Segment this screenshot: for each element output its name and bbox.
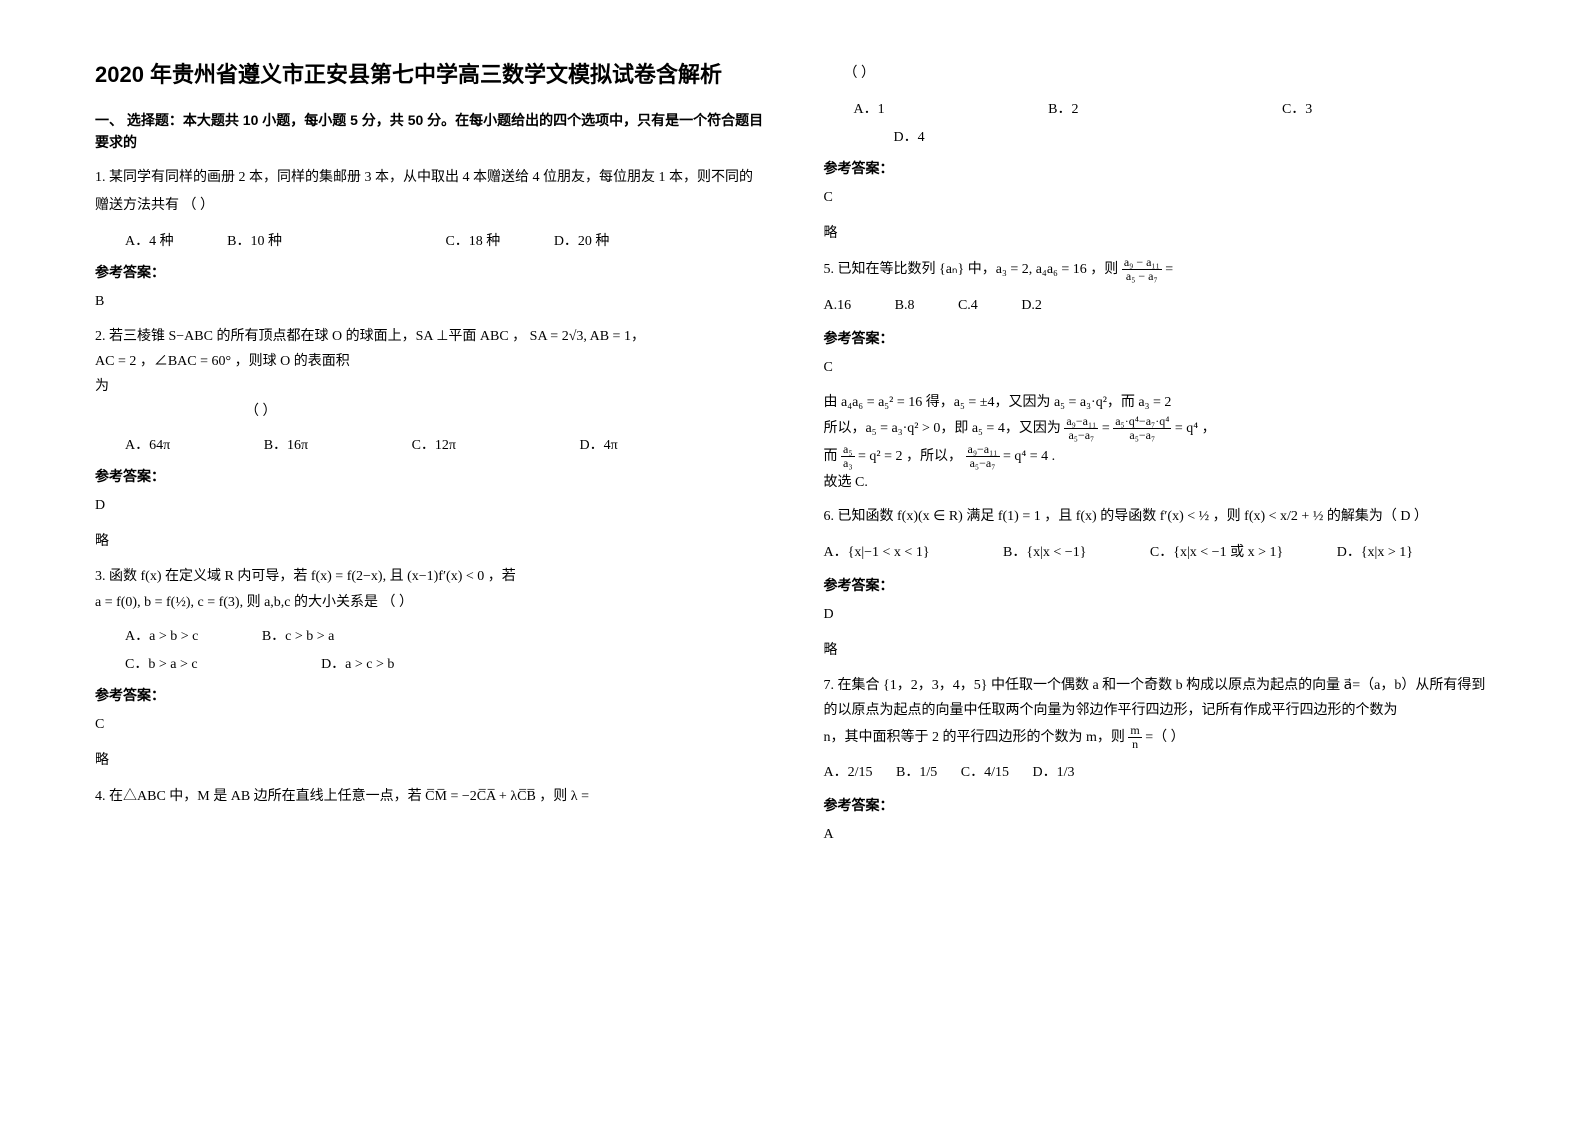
q3-answer-label: 参考答案： [95, 685, 764, 705]
q3-opt-d: D．a > c > b [321, 651, 394, 679]
q3-opt-a: A．a > b > c [125, 623, 198, 651]
q5-expl2-frac1: a₉−a₁₁ a₅−a₇ [1064, 415, 1098, 442]
q5-expl3-frac1: a₅ a₃ [841, 443, 855, 470]
q7-stem-line1: 7. 在集合 {1，2，3，4，5} 中任取一个偶数 a 和一个奇数 b 构成以… [824, 678, 1486, 718]
right-column: （ ） A．1 B．2 C．3 D．4 参考答案： C 略 5. 已知在等比数列… [824, 60, 1493, 1082]
q6-brief: 略 [824, 637, 1493, 665]
q2-stem: 2. 若三棱锥 S−ABC 的所有顶点都在球 O 的球面上，SA ⊥平面 ABC… [95, 324, 764, 425]
q2-options: A．64π B．16π C．12π D．4π [95, 432, 764, 460]
q3-opt-b: B．c > b > a [262, 623, 335, 651]
q6-options: A．{x|−1 < x < 1} B．{x|x < −1} C．{x|x < −… [824, 539, 1493, 567]
q7-stem: 7. 在集合 {1，2，3，4，5} 中任取一个偶数 a 和一个奇数 b 构成以… [824, 673, 1493, 751]
q1-opt-b: B．10 种 [227, 228, 282, 256]
q7-opt-b: B．1/5 [896, 765, 937, 780]
q7-opt-a: A．2/15 [824, 765, 873, 780]
q3-stem-line2: a = f(0), b = f(½), c = f(3), 则 a,b,c 的大… [95, 595, 413, 610]
q5-frac-den: a₅ − a₇ [1122, 270, 1162, 283]
q5-frac: a₉ − a₁₁ a₅ − a₇ [1122, 256, 1162, 283]
q2-opt-a: A．64π [125, 432, 170, 460]
q1-stem: 1. 某同学有同样的画册 2 本，同样的集邮册 3 本，从中取出 4 本赠送给 … [95, 164, 764, 220]
q3-options: A．a > b > c B．c > b > a C．b > a > c D．a … [95, 623, 764, 679]
q3-stem-line1: 3. 函数 f(x) 在定义域 R 内可导，若 f(x) = f(2−x), 且… [95, 569, 516, 584]
q1-answer-label: 参考答案： [95, 262, 764, 282]
q7-answer: A [824, 821, 1493, 849]
q6-opt-c: C．{x|x < −1 或 x > 1} [1150, 545, 1283, 560]
q4-options: A．1 B．2 C．3 D．4 [824, 96, 1493, 152]
q2-paren: （ ） [95, 404, 277, 419]
q4-answer: C [824, 184, 1493, 212]
q4-opt-c: C．3 [1282, 96, 1312, 124]
q2-answer: D [95, 492, 764, 520]
q7-stem-line2: n，其中面积等于 2 的平行四边形的个数为 m，则 [824, 729, 1129, 744]
q5-expl-line2: 所以，a₅ = a₃·q² > 0，即 a₅ = 4，又因为 [824, 421, 1061, 436]
q4-opt-d: D．4 [894, 124, 925, 152]
q5-expl-line4: 故选 C. [824, 475, 868, 490]
q3-answer: C [95, 711, 764, 739]
q7-opt-d: D．1/3 [1032, 765, 1074, 780]
q1-answer: B [95, 288, 764, 316]
q1-options: A．4 种 B．10 种 C．18 种 D．20 种 [95, 228, 764, 256]
q5-expl-line1: 由 a₄a₆ = a₅² = 16 得，a₅ = ±4，又因为 a₅ = a₃·… [824, 395, 1172, 410]
q3-stem: 3. 函数 f(x) 在定义域 R 内可导，若 f(x) = f(2−x), 且… [95, 564, 764, 614]
section-1-head: 一、 选择题：本大题共 10 小题，每小题 5 分，共 50 分。在每小题给出的… [95, 109, 764, 154]
q5-stem: 5. 已知在等比数列 {aₙ} 中，a₃ = 2, a₄a₆ = 16 ，则 a… [824, 256, 1493, 284]
q5-answer: C [824, 354, 1493, 382]
q4-opt-b: B．2 [1048, 96, 1078, 124]
q6-answer: D [824, 601, 1493, 629]
q5-opt-b: B.8 [895, 298, 915, 313]
q6-opt-b: B．{x|x < −1} [1003, 545, 1086, 560]
q2-answer-label: 参考答案： [95, 466, 764, 486]
q4-stem: 4. 在△ABC 中，M 是 AB 边所在直线上任意一点，若 C̅M̅ = −2… [95, 783, 764, 811]
q5-opt-d: D.2 [1021, 298, 1042, 313]
q5-eq: = [1165, 262, 1173, 277]
q1-opt-a: A．4 种 [125, 228, 174, 256]
q6-opt-d: D．{x|x > 1} [1337, 545, 1413, 560]
doc-title: 2020 年贵州省遵义市正安县第七中学高三数学文模拟试卷含解析 [95, 60, 764, 91]
q7-answer-label: 参考答案： [824, 795, 1493, 815]
q4-paren: （ ） [824, 60, 1493, 88]
q2-opt-b: B．16π [264, 432, 308, 460]
q2-opt-c: C．12π [412, 432, 456, 460]
q1-opt-d: D．20 种 [554, 228, 610, 256]
q3-opt-c: C．b > a > c [125, 651, 198, 679]
q6-opt-a: A．{x|−1 < x < 1} [824, 545, 930, 560]
q1-opt-c: C．18 种 [445, 228, 500, 256]
q6-stem: 6. 已知函数 f(x)(x ∈ R) 满足 f(1) = 1 ，且 f(x) … [824, 503, 1493, 531]
q5-expl2-frac2: a₅·q⁴−a₇·q⁴ a₅−a₇ [1113, 415, 1171, 442]
q7-options: A．2/15 B．1/5 C．4/15 D．1/3 [824, 759, 1493, 787]
q2-stem-line3: 为 [95, 379, 109, 394]
q2-brief: 略 [95, 528, 764, 556]
q5-expl3-frac2: a₉−a₁₁ a₅−a₇ [966, 443, 1000, 470]
q5-opt-c: C.4 [958, 298, 978, 313]
q5-opt-a: A.16 [824, 298, 852, 313]
q2-opt-d: D．4π [580, 432, 618, 460]
q2-stem-line2: AC = 2 ，∠BAC = 60° ，则球 O 的表面积 [95, 354, 350, 369]
q4-opt-a: A．1 [854, 96, 885, 124]
left-column: 2020 年贵州省遵义市正安县第七中学高三数学文模拟试卷含解析 一、 选择题：本… [95, 60, 764, 1082]
q4-answer-label: 参考答案： [824, 158, 1493, 178]
q5-answer-label: 参考答案： [824, 328, 1493, 348]
q5-explanation: 由 a₄a₆ = a₅² = 16 得，a₅ = ±4，又因为 a₅ = a₃·… [824, 390, 1493, 495]
q4-brief: 略 [824, 220, 1493, 248]
q7-opt-c: C．4/15 [961, 765, 1009, 780]
q2-stem-line1: 2. 若三棱锥 S−ABC 的所有顶点都在球 O 的球面上，SA ⊥平面 ABC… [95, 329, 645, 344]
q3-brief: 略 [95, 747, 764, 775]
q6-answer-label: 参考答案： [824, 575, 1493, 595]
q5-options: A.16 B.8 C.4 D.2 [824, 292, 1493, 320]
q5-stem-text: 5. 已知在等比数列 {aₙ} 中，a₃ = 2, a₄a₆ = 16 ，则 [824, 262, 1122, 277]
q7-frac: m n [1128, 724, 1141, 751]
q5-frac-num: a₉ − a₁₁ [1122, 256, 1162, 270]
